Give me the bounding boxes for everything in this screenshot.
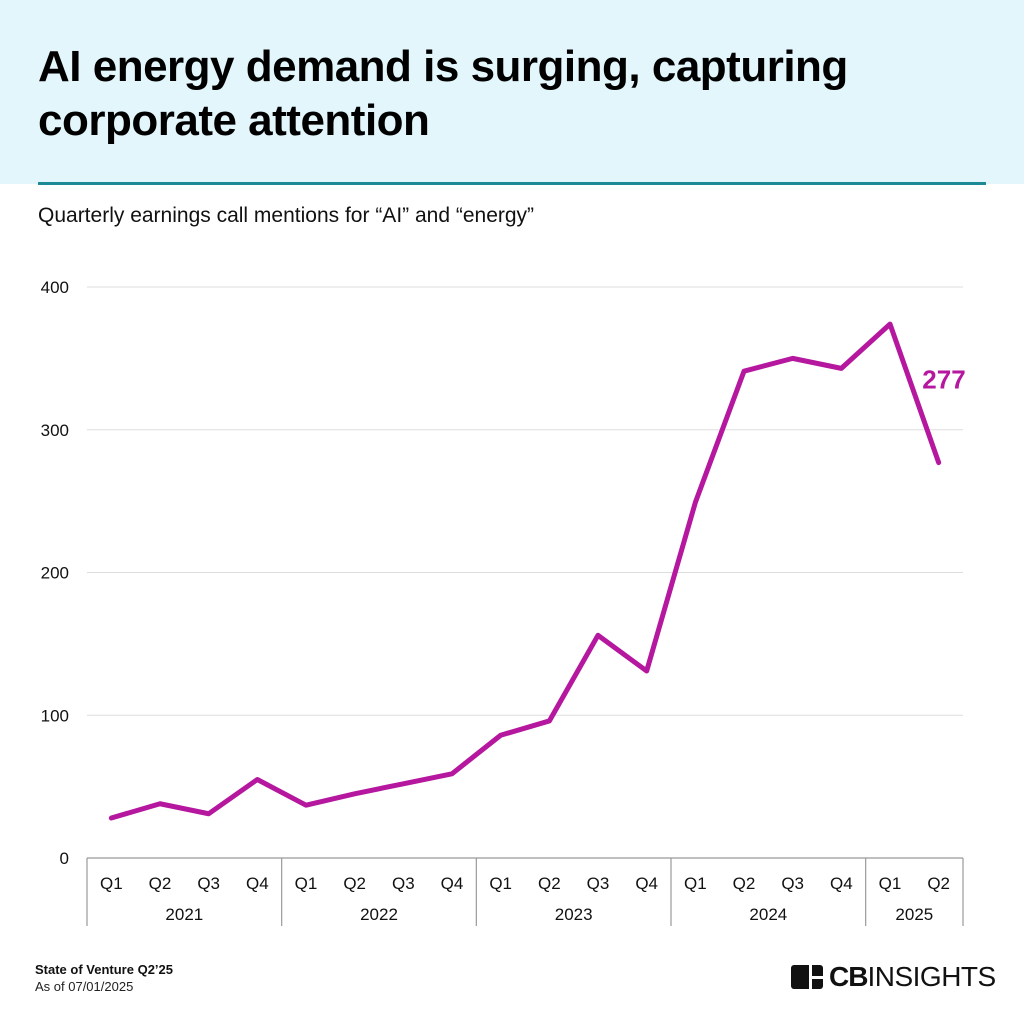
as-of-date: As of 07/01/2025 bbox=[35, 979, 134, 994]
x-group-label: 2022 bbox=[360, 905, 398, 924]
x-group-label: 2021 bbox=[165, 905, 203, 924]
x-tick-label: Q3 bbox=[781, 874, 804, 893]
y-tick-label: 400 bbox=[41, 278, 69, 297]
cb-insights-logo: CB INSIGHTS bbox=[791, 961, 996, 992]
x-group-label: 2023 bbox=[555, 905, 593, 924]
report-name: State of Venture Q2’25 bbox=[35, 962, 173, 977]
x-group-label: 2025 bbox=[895, 905, 933, 924]
x-axis: Q1 Q2 Q3 Q4 Q1 Q2 Q3 Q4 Q1 Q2 Q3 Q4 Q1 Q2 Q3 Q4 Q1 Q2 2021… bbox=[86, 857, 964, 926]
x-group-label: 2024 bbox=[749, 905, 787, 924]
x-tick-label: Q4 bbox=[830, 874, 853, 893]
chart-title: AI energy demand is surging, capturing c… bbox=[38, 42, 848, 145]
x-tick-label: Q3 bbox=[392, 874, 415, 893]
header-band bbox=[0, 0, 1024, 184]
gridlines bbox=[87, 286, 963, 716]
x-tick-label: Q2 bbox=[149, 874, 172, 893]
x-tick-label: Q4 bbox=[246, 874, 269, 893]
series-line bbox=[108, 321, 942, 821]
y-tick-label: 200 bbox=[41, 564, 69, 583]
logo-text-bold: CB bbox=[829, 961, 868, 992]
x-tick-label: Q1 bbox=[295, 874, 318, 893]
x-tick-label: Q1 bbox=[489, 874, 512, 893]
x-tick-label: Q4 bbox=[635, 874, 658, 893]
cb-logo-icon bbox=[791, 965, 823, 989]
y-tick-label: 100 bbox=[41, 706, 69, 725]
x-tick-label: Q3 bbox=[587, 874, 610, 893]
chart-subtitle: Quarterly earnings call mentions for “AI… bbox=[38, 204, 535, 227]
logo-text-light: INSIGHTS bbox=[867, 961, 996, 992]
y-tick-label: 0 bbox=[60, 849, 69, 868]
x-tick-label: Q1 bbox=[684, 874, 707, 893]
header-divider bbox=[38, 182, 986, 185]
x-tick-label: Q2 bbox=[343, 874, 366, 893]
x-tick-label: Q2 bbox=[927, 874, 950, 893]
data-label-last: 277 bbox=[922, 365, 965, 395]
x-tick-label: Q2 bbox=[733, 874, 756, 893]
x-tick-label: Q3 bbox=[197, 874, 220, 893]
x-tick-label: Q1 bbox=[879, 874, 902, 893]
x-tick-label: Q2 bbox=[538, 874, 561, 893]
series bbox=[108, 321, 942, 821]
annotations: 277 bbox=[922, 365, 965, 395]
x-tick-label: Q1 bbox=[100, 874, 123, 893]
y-tick-label: 300 bbox=[41, 421, 69, 440]
y-axis-ticks: 0 100 200 300 400 bbox=[41, 278, 69, 868]
x-tick-label: Q4 bbox=[441, 874, 464, 893]
